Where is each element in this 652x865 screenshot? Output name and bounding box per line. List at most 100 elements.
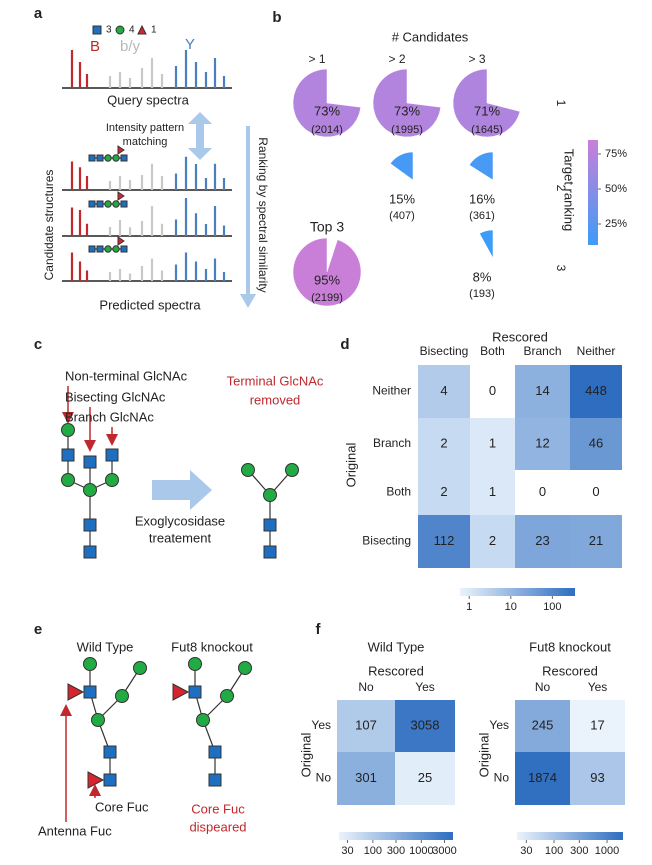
heatmap-cell xyxy=(418,418,470,470)
axis-title: Candidate structures xyxy=(42,170,56,281)
panel-label: b xyxy=(272,9,281,26)
column-label: > 1 xyxy=(308,52,325,66)
glycan-node xyxy=(88,200,96,208)
matching-arrow xyxy=(188,112,212,160)
colorbar-tick-label: 1 xyxy=(466,601,472,613)
heatmap-cell xyxy=(570,700,625,752)
column-label: No xyxy=(535,680,551,694)
column-label: Yes xyxy=(588,680,608,694)
chart-title: Wild Type xyxy=(368,639,425,654)
heatmap-cell xyxy=(570,752,625,805)
count-label: (407) xyxy=(389,210,415,222)
glycan-title: Fut8 knockout xyxy=(171,639,253,654)
annotation: Core Fuc xyxy=(191,801,245,816)
count-label: (1645) xyxy=(471,124,503,136)
panel-label: e xyxy=(34,621,42,638)
glycan-node xyxy=(112,245,120,253)
column-label: Both xyxy=(480,344,505,358)
value-label: 73% xyxy=(314,103,340,118)
panel-label: a xyxy=(34,5,43,22)
row-label: Bisecting xyxy=(362,534,411,548)
pie-wedge xyxy=(292,68,362,138)
count-label: (2014) xyxy=(311,124,343,136)
colorbar-tick-label: 10 xyxy=(505,601,517,613)
cell-label: 245 xyxy=(532,717,554,732)
colorbar-tick-label: 50% xyxy=(605,183,627,195)
value-label: 8% xyxy=(473,269,492,284)
colorbar xyxy=(339,832,453,840)
glycan-node xyxy=(120,200,128,208)
annotation: Bisecting GlcNAc xyxy=(65,389,166,404)
colorbar-tick-label: 300 xyxy=(387,845,405,857)
colorbar-tick-label: 100 xyxy=(364,845,382,857)
glycan-icon xyxy=(88,145,128,162)
pie-wedge xyxy=(479,229,494,259)
cell-label: 448 xyxy=(585,383,607,398)
count-label: (361) xyxy=(469,210,495,222)
heatmap-cell xyxy=(570,365,622,418)
heatmap-cell xyxy=(515,700,570,752)
cell-label: 4 xyxy=(440,383,447,398)
glycan-wild-type xyxy=(67,657,147,789)
axis-title: Original xyxy=(476,732,491,777)
annotation: dispeared xyxy=(189,819,246,834)
heatmap-cell xyxy=(337,752,395,805)
heatmap-cell xyxy=(418,365,470,418)
count-label: (2199) xyxy=(311,292,343,304)
axis-title: Original xyxy=(298,732,313,777)
cell-label: 93 xyxy=(590,770,604,785)
legend-count: 1 xyxy=(151,25,157,36)
cell-label: 12 xyxy=(535,435,549,450)
value-label: 95% xyxy=(314,272,340,287)
cell-label: 1 xyxy=(489,435,496,450)
axis-title: Rescored xyxy=(492,329,548,344)
cell-label: 2 xyxy=(489,533,496,548)
annotation: Core Fuc xyxy=(95,799,149,814)
cell-label: 25 xyxy=(418,770,432,785)
colorbar xyxy=(460,588,575,596)
glycan-node xyxy=(104,200,112,208)
annotation: Exoglycosidase xyxy=(135,513,225,528)
row-label: Yes xyxy=(311,718,331,732)
glycan-node xyxy=(96,154,104,162)
cell-label: 1 xyxy=(489,484,496,499)
glycan-node xyxy=(96,200,104,208)
colorbar-tick-label: 1000 xyxy=(409,845,433,857)
glycan-node xyxy=(117,145,125,155)
cell-label: 2 xyxy=(440,435,447,450)
glycan-title: Wild Type xyxy=(77,639,134,654)
annotation-arrows xyxy=(62,386,118,452)
legend-count: 4 xyxy=(129,25,135,36)
value-label: 73% xyxy=(394,103,420,118)
cell-label: 14 xyxy=(535,383,549,398)
pie-wedge xyxy=(372,68,442,138)
row-label: No xyxy=(494,771,510,785)
colorbar xyxy=(517,832,623,840)
annotation: Antenna Fuc xyxy=(38,823,112,838)
heatmap-cell xyxy=(418,515,470,568)
glycan-node xyxy=(117,191,125,201)
glycan-node xyxy=(117,236,125,246)
glycan-before xyxy=(61,423,119,559)
annotation: removed xyxy=(250,392,301,407)
column-label: Bisecting xyxy=(420,344,469,358)
pie-wedge xyxy=(469,151,494,181)
caption: Intensity pattern xyxy=(106,122,184,134)
row-label: Both xyxy=(386,485,411,499)
caption: matching xyxy=(123,136,168,148)
row-label: Branch xyxy=(373,436,411,450)
ion-label: B xyxy=(90,38,100,55)
heatmap-cell xyxy=(515,470,570,515)
spectrum xyxy=(62,156,232,191)
cell-label: 0 xyxy=(592,484,599,499)
fucose-arrows xyxy=(60,704,101,822)
cell-label: 21 xyxy=(589,533,603,548)
cell-label: 17 xyxy=(590,717,604,732)
heatmap-cell xyxy=(470,515,515,568)
cell-label: 46 xyxy=(589,435,603,450)
heatmap-cell xyxy=(570,470,622,515)
spectrum xyxy=(62,50,232,89)
glycan-after xyxy=(241,463,299,559)
annotation: Terminal GlcNAc xyxy=(227,373,324,388)
